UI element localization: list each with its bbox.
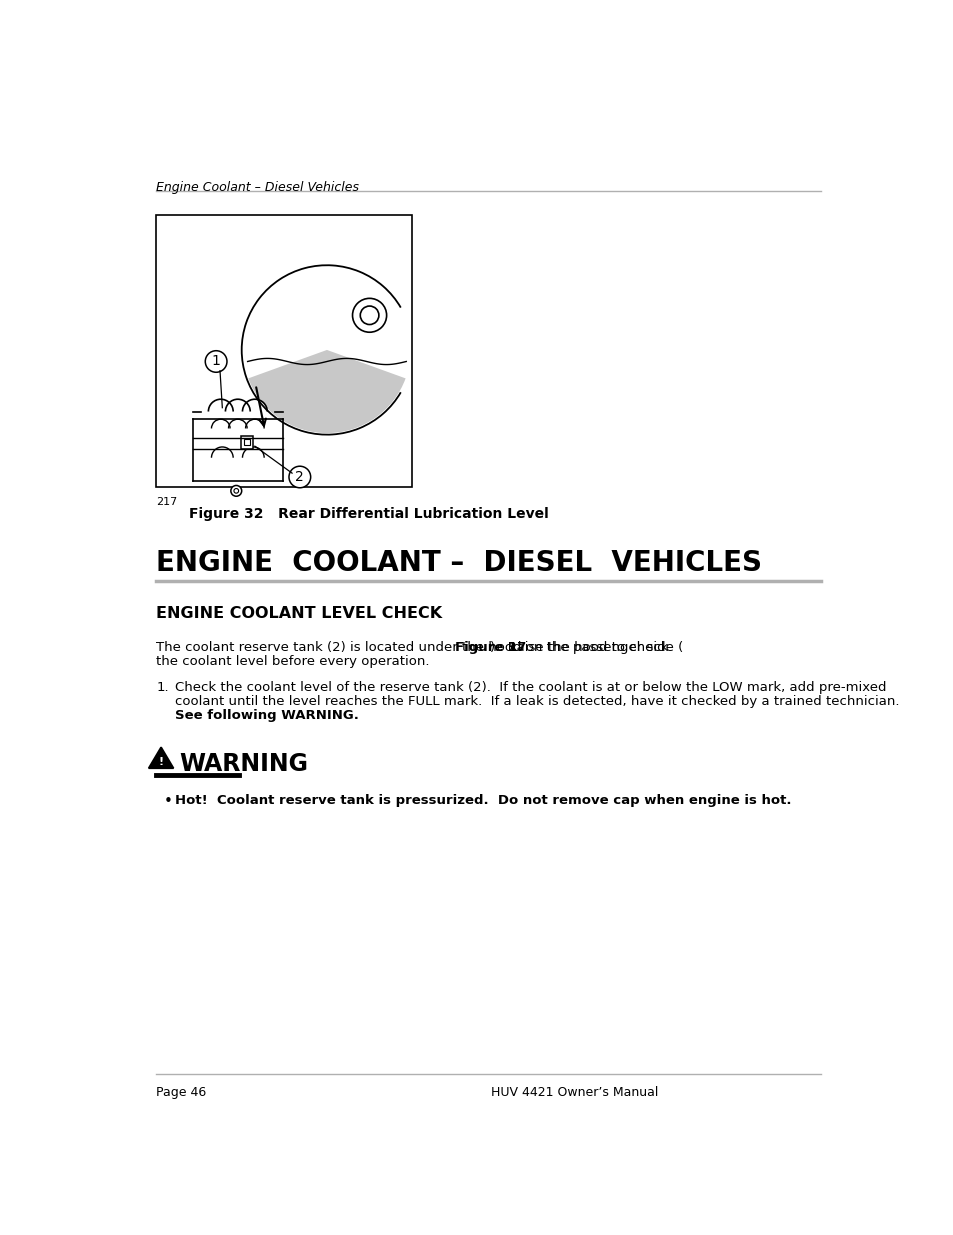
Text: 217: 217 [156,496,177,508]
Bar [241,436,253,448]
Text: HUV 4421 Owner’s Manual: HUV 4421 Owner’s Manual [491,1086,658,1099]
Bar [193,458,282,480]
Text: Check the coolant level of the reserve tank (2).  If the coolant is at or below : Check the coolant level of the reserve t… [174,680,885,694]
Polygon shape [149,747,173,768]
Text: Figure 32   Rear Differential Lubrication Level: Figure 32 Rear Differential Lubrication … [189,508,548,521]
Text: 1.: 1. [156,680,169,694]
Text: Page 46: Page 46 [156,1086,207,1099]
Bar [244,440,250,446]
Circle shape [353,299,386,332]
Circle shape [360,306,378,325]
Text: See following WARNING.: See following WARNING. [174,709,358,721]
Text: •: • [164,794,172,809]
Text: Figure 17: Figure 17 [455,641,526,655]
Wedge shape [248,350,405,433]
Text: coolant until the level reaches the FULL mark.  If a leak is detected, have it c: coolant until the level reaches the FULL… [174,695,899,708]
Circle shape [289,466,311,488]
Bar [156,215,412,487]
Text: WARNING: WARNING [179,752,309,776]
Text: The coolant reserve tank (2) is located under the hood on the passenger side (: The coolant reserve tank (2) is located … [156,641,683,655]
Text: 2: 2 [295,471,304,484]
Circle shape [231,485,241,496]
Text: 1: 1 [212,354,220,368]
Text: Hot!  Coolant reserve tank is pressurized.  Do not remove cap when engine is hot: Hot! Coolant reserve tank is pressurized… [174,794,791,808]
Text: the coolant level before every operation.: the coolant level before every operation… [156,655,430,668]
Text: ).  Raise the hood to check: ). Raise the hood to check [489,641,667,655]
Circle shape [233,489,238,493]
Text: ENGINE COOLANT LEVEL CHECK: ENGINE COOLANT LEVEL CHECK [156,605,442,620]
Text: ENGINE  COOLANT –  DIESEL  VEHICLES: ENGINE COOLANT – DIESEL VEHICLES [156,548,761,577]
Circle shape [205,351,227,372]
Text: Engine Coolant – Diesel Vehicles: Engine Coolant – Diesel Vehicles [156,180,359,194]
Text: !: ! [158,757,164,767]
